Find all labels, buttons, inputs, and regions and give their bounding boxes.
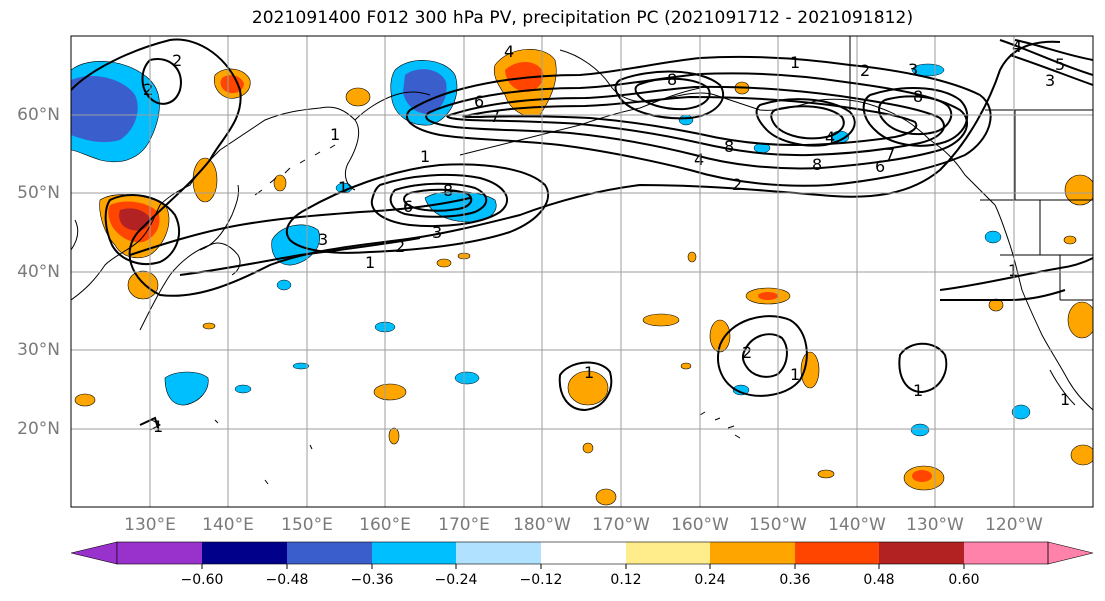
contour-label: 6 [474, 92, 484, 111]
contour-label: 1 [790, 365, 800, 384]
contour-label: 4 [694, 150, 704, 169]
contour-label: 1 [790, 53, 800, 72]
colorbar-tick-label: 0.12 [610, 572, 642, 588]
contour-label: 1 [338, 178, 348, 197]
contour-label: 1 [1060, 390, 1070, 409]
colorbar-tick-label: −0.12 [519, 572, 563, 588]
contour-label: 8 [443, 181, 453, 200]
contour-label: 7 [490, 107, 500, 126]
contour-label: 1 [153, 417, 163, 436]
contour-label: 2 [143, 80, 153, 99]
contour-label: 8 [667, 70, 677, 89]
colorbar-swatch [202, 542, 287, 564]
pv-contours [71, 38, 1093, 429]
contour-label: 7 [885, 145, 895, 164]
contour-label: 3 [318, 230, 328, 249]
colorbar-tick-label: 0.48 [863, 572, 895, 588]
lat-tick-label: 20°N [17, 419, 60, 439]
contour-label: 6 [875, 157, 885, 176]
contour-label: 1 [584, 363, 594, 382]
colorbar-swatch [117, 542, 202, 564]
lon-tick-label: 120°W [985, 515, 1043, 535]
contour-label: 3 [432, 223, 442, 242]
contour-label: 1 [420, 147, 430, 166]
colorbar-extend-high [1047, 541, 1094, 565]
colorbar-swatch [879, 542, 964, 564]
colorbar-extend-low [70, 541, 118, 565]
lon-tick-label: 130°W [906, 515, 964, 535]
lon-tick-label: 160°E [359, 515, 411, 535]
colorbar-swatch [287, 542, 372, 564]
colorbar-tick-label: −0.60 [180, 572, 224, 588]
contour-label: 2 [395, 237, 405, 256]
contour-label: 6 [403, 197, 413, 216]
lat-tick-label: 60°N [17, 105, 60, 125]
contour-label: 1 [330, 125, 340, 144]
lat-tick-label: 40°N [17, 262, 60, 282]
colorbar-swatch [456, 542, 541, 564]
map-title: 2021091400 F012 300 hPa PV, precipitatio… [251, 8, 914, 28]
contour-label: 8 [913, 87, 923, 106]
contour-label: 4 [504, 42, 514, 61]
lon-tick-label: 180°W [513, 515, 571, 535]
colorbar-tick-label: −0.48 [265, 572, 309, 588]
lon-tick-label: 170°W [592, 515, 650, 535]
colorbar [70, 541, 1094, 569]
plot-frame [70, 35, 1094, 508]
lat-tick-label: 50°N [17, 183, 60, 203]
contour-label: 1 [365, 253, 375, 272]
lon-tick-label: 140°E [202, 515, 254, 535]
contour-label: 1 [913, 381, 923, 400]
lon-tick-label: 150°W [749, 515, 807, 535]
lat-tick-label: 30°N [17, 340, 60, 360]
colorbar-tick-label: −0.24 [434, 572, 478, 588]
contour-label: 3 [1045, 71, 1055, 90]
colorbar-swatch [626, 542, 710, 564]
contour-label: 2 [742, 343, 752, 362]
contour-label: 2 [172, 51, 182, 70]
colorbar-swatch [795, 542, 879, 564]
colorbar-tick-label: 0.36 [779, 572, 811, 588]
lon-tick-label: 160°W [671, 515, 729, 535]
contour-labels: 2 2 1 1 1 3 2 1 3 8 6 6 7 4 8 8 4 2 4 8 … [143, 37, 1070, 436]
colorbar-swatch [964, 542, 1048, 564]
contour-label: 1 [1008, 261, 1018, 280]
lon-tick-label: 170°E [438, 515, 490, 535]
contour-label: 4 [825, 128, 835, 147]
contour-label: 8 [724, 137, 734, 156]
graticule [71, 36, 1093, 507]
contour-label: 4 [1012, 37, 1022, 56]
contour-label: 2 [732, 175, 742, 194]
lon-tick-label: 140°W [828, 515, 886, 535]
lon-tick-label: 130°E [124, 515, 176, 535]
contour-label: 8 [812, 155, 822, 174]
lon-tick-label: 150°E [281, 515, 333, 535]
contour-label: 5 [1055, 55, 1065, 74]
contour-label: 2 [860, 61, 870, 80]
colorbar-swatch [541, 542, 626, 564]
colorbar-swatch [710, 542, 795, 564]
colorbar-tick-label: 0.60 [948, 572, 980, 588]
colorbar-swatch [372, 542, 456, 564]
contour-label: 3 [908, 60, 918, 79]
colorbar-tick-label: −0.36 [350, 572, 394, 588]
colorbar-tick-label: 0.24 [694, 572, 726, 588]
